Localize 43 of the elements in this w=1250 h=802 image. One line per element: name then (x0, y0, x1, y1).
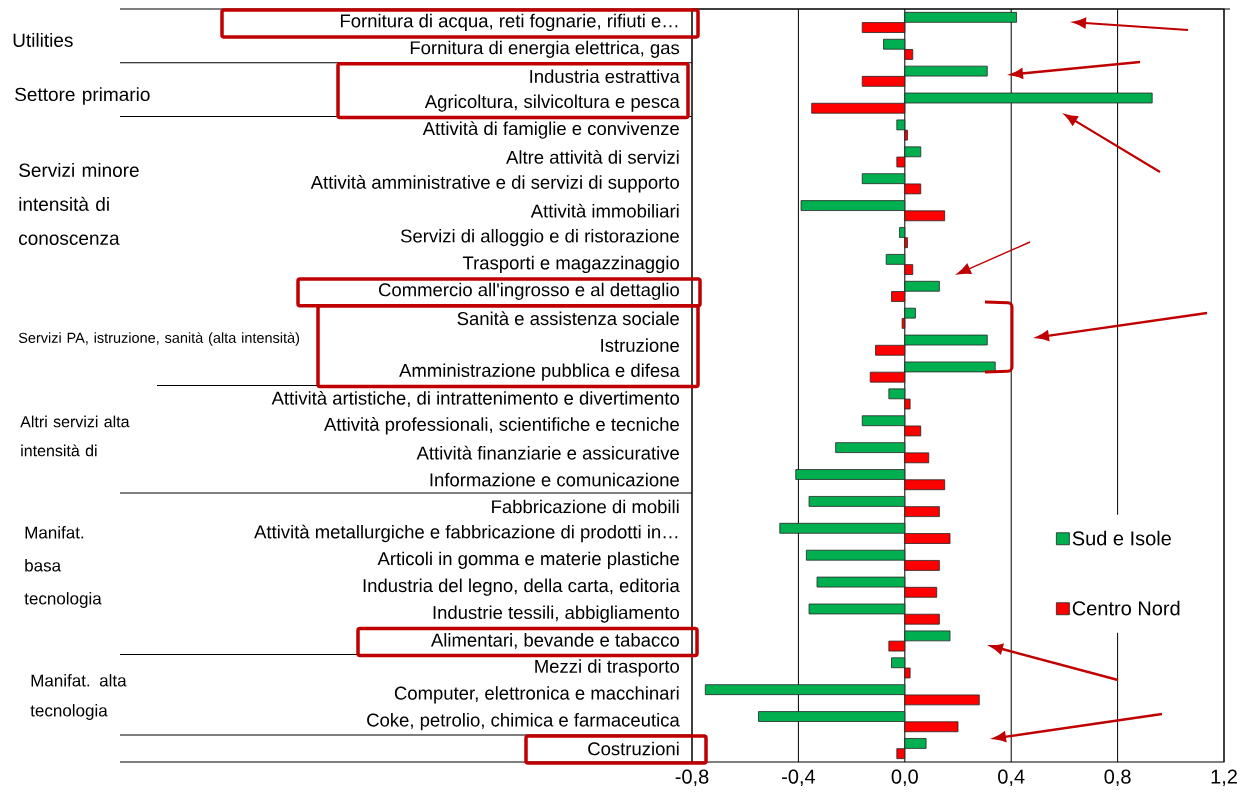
x-tick-label: 1,2 (1211, 769, 1237, 787)
y-tick-label: Fornitura di acqua, reti fognarie, rifiuti e… (340, 13, 678, 32)
text: Servizi minore intensità di conoscenza (19, 163, 139, 245)
y-tick-label: Informazione e comunicazione (430, 472, 679, 487)
y-tick-label: Alimentari, bevande e tabacco (430, 633, 679, 649)
legend-label: Centro Nord (1072, 600, 1180, 616)
y-tick-label: Attività metallurgiche e fabbricazione di prodotti in… (254, 524, 678, 543)
y-tick-label: Articoli in gomma e materie plastiche (377, 551, 679, 569)
text: Altri servizi alta intensità di (20, 415, 130, 457)
y-tick-label: Trasporti e magazzinaggio (462, 255, 679, 274)
y-tick-label: Agricoltura, silvicoltura e pesca (424, 94, 680, 112)
y-tick-label: Altre attività di servizi (506, 150, 679, 164)
y-tick-label: Sanità e assistenza sociale (457, 311, 679, 326)
y-tick-label: Industrie tessili, abbigliamento (433, 605, 679, 623)
y-tick-label: Costruzioni (588, 741, 679, 756)
y-tick-label: Commercio all'ingrosso e al dettaglio (379, 282, 679, 300)
x-tick-label: -0,8 (675, 769, 709, 787)
x-tick-label: 0,8 (1104, 769, 1131, 787)
y-tick-label: Coke, petrolio, chimica e farmaceutica (367, 713, 680, 731)
y-tick-label: Attività amministrative e di servizi di supporto (310, 175, 679, 193)
legend-label: Sud e Isole (1072, 530, 1171, 546)
y-tick-label: Amministrazione pubblica e difesa (399, 363, 680, 381)
y-tick-label: Industria estrattiva (530, 69, 680, 84)
y-tick-label: Attività immobiliari (530, 203, 679, 218)
y-tick-label: Attività di famiglie e convivenze (422, 121, 679, 139)
text: Settore primario (15, 87, 150, 105)
y-tick-label: Attività professionali, scientifiche e tecniche (324, 417, 679, 435)
text: Servizi PA, istruzione, sanità (alta intensità) (18, 332, 300, 346)
text: Utilities (13, 33, 73, 47)
y-tick-label: Attività finanziarie e assicurative (416, 445, 679, 460)
y-tick-label: Mezzi di trasporto (535, 659, 679, 677)
y-tick-label: Istruzione (601, 338, 679, 352)
y-tick-label: Industria del legno, della carta, editoria (363, 578, 680, 596)
y-tick-label: Attività artistiche, di intrattenimento e divertimento (271, 390, 679, 407)
text: Manifat. basa tecnologia (24, 526, 102, 608)
y-tick-label: Fabbricazione di mobili (492, 499, 679, 514)
x-tick-label: 0,4 (998, 769, 1025, 787)
x-tick-label: 0,0 (891, 769, 918, 787)
x-tick-label: -0,4 (782, 769, 816, 787)
y-tick-label: Computer, elettronica e macchinari (394, 686, 679, 704)
y-tick-label: Fornitura di energia elettrica, gas (410, 40, 680, 58)
text: Manifat. alta tecnologia (30, 674, 127, 720)
y-tick-label: Servizi di alloggio e di ristorazione (400, 228, 679, 247)
